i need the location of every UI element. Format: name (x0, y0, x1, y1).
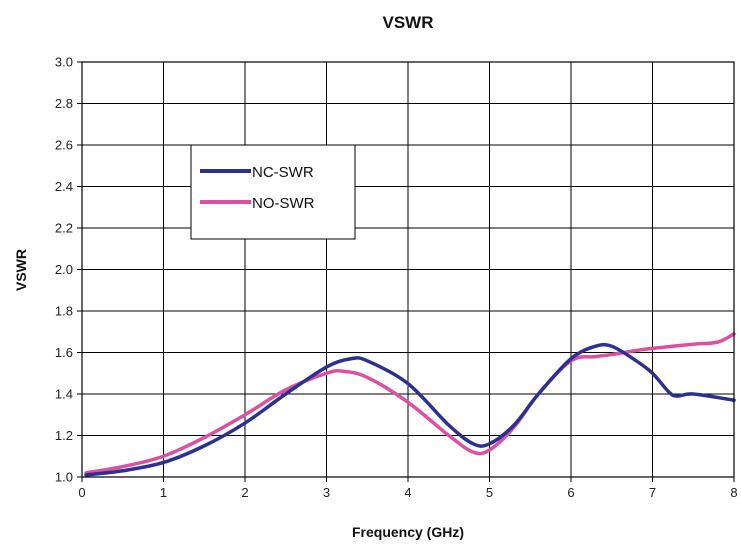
chart-title: VSWR (383, 13, 434, 32)
legend: NC-SWR NO-SWR (190, 144, 356, 240)
y-tick-label: 2.6 (55, 138, 73, 153)
x-tick-label: 8 (730, 485, 737, 500)
x-tick-label: 1 (160, 485, 167, 500)
x-tick-label: 3 (323, 485, 330, 500)
legend-label-nc-swr: NC-SWR (252, 164, 314, 181)
y-tick-label: 1.6 (55, 345, 73, 360)
y-tick-label: 1.8 (55, 304, 73, 319)
plot-frame (81, 61, 735, 478)
y-tick-label: 3.0 (55, 55, 73, 70)
y-tick-label: 1.0 (55, 470, 73, 485)
y-tick-label: 1.4 (55, 387, 73, 402)
y-tick-label: 2.4 (55, 179, 73, 194)
y-tick-label: 2.8 (55, 96, 73, 111)
series-line-no-swr (84, 332, 736, 475)
legend-label-no-swr: NO-SWR (252, 195, 315, 212)
tick-labels: 0 1 2 3 4 5 6 7 8 1.0 1.2 1.4 1.6 1.8 2.0 2.2 2.4 2.6 2.8 3… (55, 55, 738, 501)
y-tick-label: 2.0 (55, 262, 73, 277)
legend-box (190, 144, 356, 240)
y-tick-label: 1.2 (55, 428, 73, 443)
x-tick-label: 5 (486, 485, 493, 500)
x-tick-label: 6 (567, 485, 574, 500)
x-tick-label: 7 (649, 485, 656, 500)
series-lines (84, 332, 736, 477)
series-line-nc-swr (84, 342, 736, 477)
y-tick-label: 2.2 (55, 221, 73, 236)
x-tick-label: 2 (241, 485, 248, 500)
x-tick-label: 0 (78, 485, 85, 500)
x-axis-label: Frequency (GHz) (352, 524, 464, 540)
y-axis-label: VSWR (13, 249, 29, 291)
x-tick-label: 4 (404, 485, 411, 500)
